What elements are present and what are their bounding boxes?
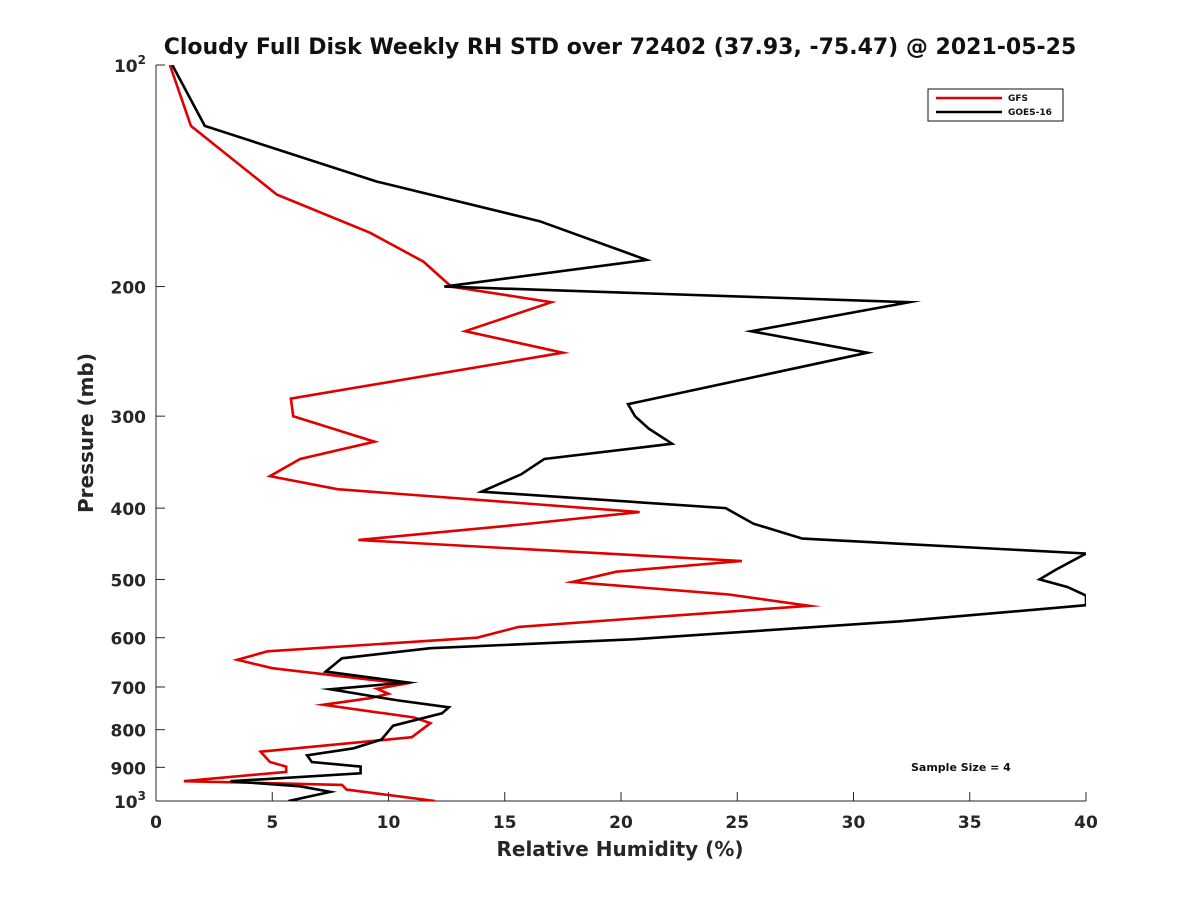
x-tick-label: 0 xyxy=(150,813,162,833)
y-tick-label: 400 xyxy=(111,500,147,520)
y-tick-label: 700 xyxy=(111,679,147,699)
y-tick-label: 300 xyxy=(111,408,147,428)
legend-label: GFS xyxy=(1008,94,1028,104)
y-tick-label: 102 xyxy=(114,53,146,77)
y-tick-label: 200 xyxy=(111,279,147,299)
x-axis-label: Relative Humidity (%) xyxy=(496,837,743,861)
series-line-goes-16 xyxy=(171,65,1086,801)
series-line-gfs xyxy=(168,65,822,801)
x-tick-label: 15 xyxy=(493,813,517,833)
x-tick-label: 30 xyxy=(842,813,866,833)
x-tick-label: 35 xyxy=(958,813,982,833)
x-tick-label: 40 xyxy=(1074,813,1098,833)
chart-title: Cloudy Full Disk Weekly RH STD over 7240… xyxy=(164,35,1077,60)
y-tick-label: 800 xyxy=(111,722,147,742)
y-tick-label: 500 xyxy=(111,571,147,591)
x-tick-label: 25 xyxy=(725,813,749,833)
y-tick-label: 600 xyxy=(111,630,147,650)
y-tick-label: 103 xyxy=(114,789,146,813)
legend-label: GOES-16 xyxy=(1008,108,1052,118)
plot-area: 0 5 10 15 20 25 30 35 40 102 200 300 400 500 600 700 800… xyxy=(111,53,1098,833)
sample-size-annotation: Sample Size = 4 xyxy=(911,761,1011,774)
y-tick-label: 900 xyxy=(111,759,147,779)
y-axis-label: Pressure (mb) xyxy=(74,353,98,513)
series-lines xyxy=(168,65,1086,801)
legend-box xyxy=(927,88,1064,122)
x-tick-label: 5 xyxy=(266,813,278,833)
x-tick-label: 20 xyxy=(609,813,633,833)
legend: GFS GOES-16 xyxy=(927,88,1064,122)
x-tick-label: 10 xyxy=(377,813,401,833)
